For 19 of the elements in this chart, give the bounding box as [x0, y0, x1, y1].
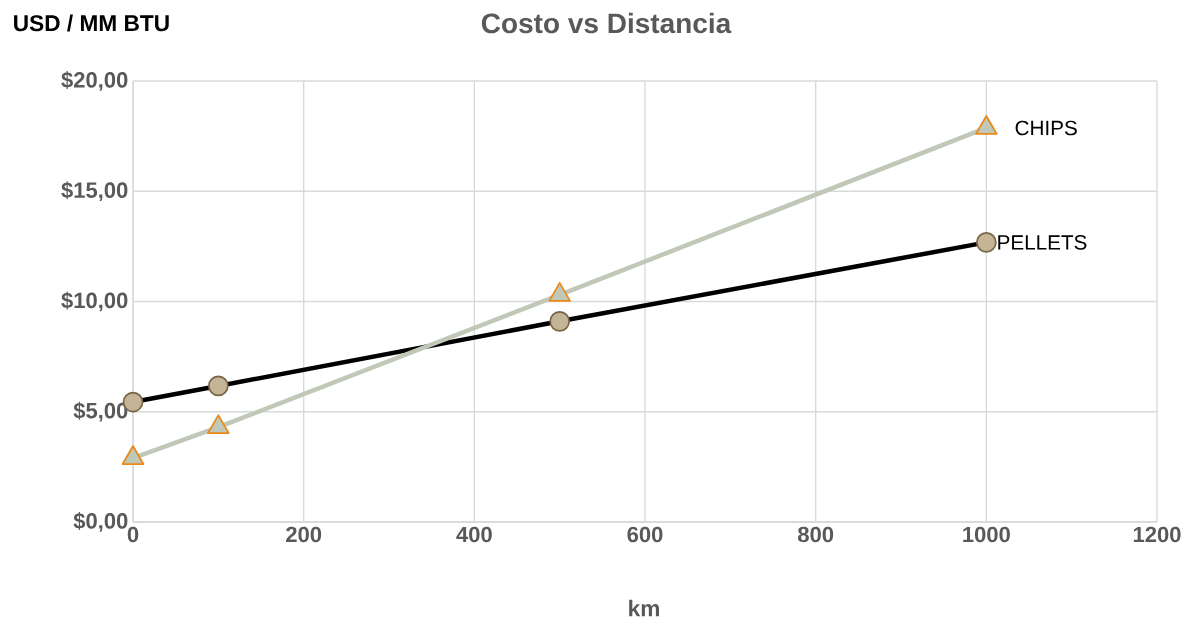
y-tick-label: $10,00 [61, 291, 128, 312]
point [548, 282, 571, 302]
y-tick-label: $20,00 [61, 71, 128, 91]
series-label: PELLETS [998, 235, 1087, 250]
x-tick-label: 200 [286, 526, 322, 543]
x-tick-label: 1200 [1133, 526, 1181, 543]
chart-title: Costo vs Distancia [481, 12, 732, 34]
x-tick-label: 1000 [963, 526, 1010, 543]
series-label: CHIPS [1015, 120, 1077, 136]
y-tick-label: $15,00 [61, 181, 128, 202]
point [975, 115, 998, 135]
y-tick-label: $5,00 [73, 401, 128, 422]
y-axis-title: USD / MM BTU [14, 14, 169, 32]
x-tick-label: 800 [798, 526, 834, 543]
x-tick-label: 0 [127, 526, 139, 543]
y-tick-label: $0,00 [73, 512, 128, 532]
x-tick-label: 600 [627, 526, 663, 543]
x-axis-title: km [629, 599, 659, 617]
x-tick-label: 400 [456, 526, 492, 543]
